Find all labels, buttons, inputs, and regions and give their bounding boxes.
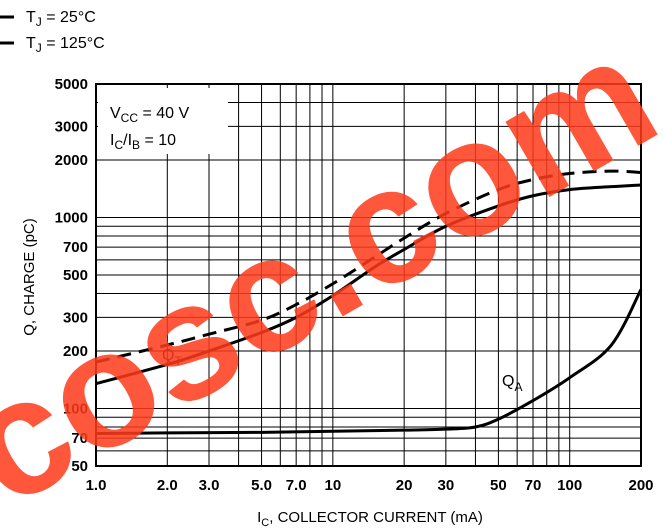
x-tick-label: 7.0	[286, 477, 307, 494]
x-tick-label: 200	[628, 477, 653, 494]
series-line-2	[95, 288, 643, 435]
y-tick-label: 700	[63, 239, 88, 256]
condition-vcc: VCC = 40 V	[110, 105, 189, 125]
y-tick-label: 5000	[55, 76, 88, 93]
y-tick-label: 50	[71, 458, 88, 475]
legend-entry-125c: TJ = 125°C	[26, 35, 105, 55]
conditions-box: VCC = 40 V IC/IB = 10	[98, 88, 228, 154]
y-tick-label: 100	[63, 401, 88, 418]
y-tick-label: 500	[63, 267, 88, 284]
grid-lines	[96, 84, 641, 466]
x-tick-label: 10	[325, 477, 342, 494]
y-tick-labels: 50 70 100 200 300 500 700 1000 2000 3000 5000	[55, 76, 88, 475]
x-tick-label: 1.0	[86, 477, 107, 494]
x-tick-label: 2.0	[157, 477, 178, 494]
y-tick-label: 70	[71, 430, 88, 447]
y-tick-label: 200	[63, 343, 88, 360]
plot-frame	[95, 83, 642, 467]
condition-ic-ib: IC/IB = 10	[110, 132, 176, 152]
y-tick-label: 2000	[55, 152, 88, 169]
y-tick-label: 300	[63, 309, 88, 326]
y-axis-title: Q, CHARGE (pC)	[21, 218, 38, 336]
x-tick-label: 5.0	[251, 477, 272, 494]
x-tick-label: 70	[525, 477, 542, 494]
legend: TJ = 25°C TJ = 125°C	[0, 9, 105, 55]
series-lines	[95, 169, 643, 435]
legend-entry-25c: TJ = 25°C	[26, 9, 96, 29]
x-tick-label: 30	[438, 477, 455, 494]
y-tick-label: 1000	[55, 210, 88, 227]
x-tick-label: 100	[557, 477, 582, 494]
series-line-0	[95, 183, 642, 386]
x-axis-title: IC, COLLECTOR CURRENT (mA)	[257, 509, 483, 529]
x-tick-label: 3.0	[199, 477, 220, 494]
y-tick-label: 3000	[55, 118, 88, 135]
series-line-1	[95, 169, 642, 364]
x-tick-label: 20	[396, 477, 413, 494]
x-tick-label: 50	[490, 477, 507, 494]
series-label-qa: QA	[502, 373, 522, 394]
plot-border	[95, 83, 642, 467]
series-label-qt: QT	[162, 347, 182, 368]
x-tick-labels: 1.0 2.0 3.0 5.0 7.0 10 20 30 50 70 100 200	[86, 477, 654, 494]
